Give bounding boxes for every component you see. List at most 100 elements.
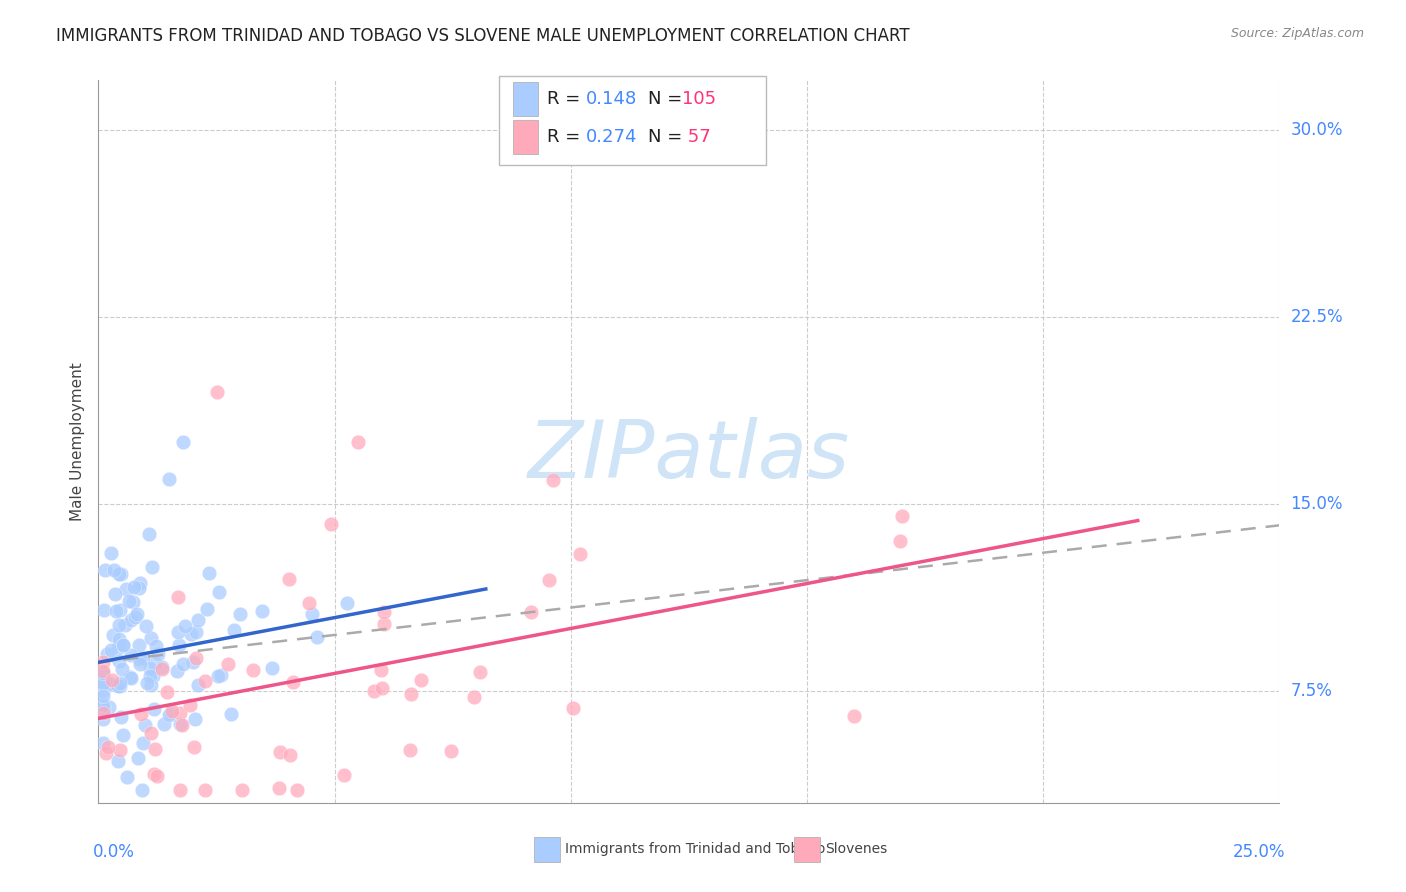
Point [283, 674, 305, 689]
Point [160, 704, 183, 718]
Point [91, 676, 114, 690]
Y-axis label: Male Unemployment: Male Unemployment [69, 362, 84, 521]
Point [103, 563, 125, 577]
Point [138, 527, 160, 541]
Point [91, 706, 114, 720]
Point [169, 783, 191, 797]
Point [139, 632, 162, 646]
Point [209, 668, 232, 682]
Text: 0.148: 0.148 [586, 90, 637, 108]
Point [110, 603, 132, 617]
Point [91, 698, 114, 712]
Point [305, 630, 328, 644]
Point [91, 655, 114, 669]
Text: 25.0%: 25.0% [1233, 843, 1285, 861]
Text: Slovenes: Slovenes [825, 842, 887, 856]
Point [91, 668, 114, 682]
Text: 0.274: 0.274 [586, 128, 638, 146]
Point [100, 546, 122, 560]
Point [169, 706, 191, 720]
Point [347, 434, 370, 449]
Text: ZIPatlas: ZIPatlas [527, 417, 851, 495]
Point [267, 780, 290, 795]
Text: 57: 57 [682, 128, 710, 146]
Text: N =: N = [648, 90, 682, 108]
Point [132, 736, 155, 750]
Point [183, 655, 205, 669]
Point [172, 657, 194, 671]
Text: 105: 105 [682, 90, 716, 108]
Point [219, 707, 242, 722]
Point [250, 604, 273, 618]
Point [193, 673, 215, 688]
Point [373, 617, 395, 632]
Point [104, 586, 127, 600]
Point [91, 664, 114, 678]
Point [167, 624, 190, 639]
Point [269, 745, 291, 759]
Point [91, 684, 114, 698]
Point [115, 582, 138, 596]
Point [262, 661, 284, 675]
Point [150, 660, 173, 674]
Point [150, 662, 173, 676]
Point [844, 708, 866, 723]
Point [184, 651, 207, 665]
Point [122, 595, 145, 609]
Point [111, 638, 134, 652]
Point [183, 740, 205, 755]
Point [399, 743, 422, 757]
Point [101, 673, 124, 687]
Text: R =: R = [547, 128, 586, 146]
Point [319, 517, 342, 532]
Text: R =: R = [547, 90, 586, 108]
Point [568, 547, 591, 561]
Point [371, 681, 394, 696]
Point [142, 767, 165, 781]
Text: 7.5%: 7.5% [1291, 681, 1333, 699]
Point [124, 610, 146, 624]
Point [167, 591, 190, 605]
Point [166, 664, 188, 678]
Point [538, 573, 561, 587]
Point [136, 676, 159, 690]
Point [180, 627, 202, 641]
Point [370, 663, 392, 677]
Point [157, 472, 180, 486]
Point [91, 665, 114, 680]
Point [373, 605, 395, 619]
Point [129, 576, 152, 591]
Point [118, 594, 141, 608]
Point [115, 770, 138, 784]
Point [97, 677, 120, 691]
Point [93, 702, 115, 716]
Point [128, 581, 150, 595]
Point [146, 647, 169, 661]
Text: Source: ZipAtlas.com: Source: ZipAtlas.com [1230, 27, 1364, 40]
Point [145, 639, 167, 653]
Point [91, 690, 114, 704]
Point [229, 607, 252, 621]
Point [127, 751, 149, 765]
Point [336, 597, 359, 611]
Point [143, 702, 166, 716]
Point [207, 584, 229, 599]
Point [107, 754, 129, 768]
Point [107, 680, 129, 694]
Point [184, 713, 207, 727]
Point [543, 473, 565, 487]
Point [889, 533, 911, 548]
Point [197, 566, 219, 580]
Point [108, 743, 131, 757]
Point [104, 604, 127, 618]
Point [131, 783, 153, 797]
Point [411, 673, 433, 687]
Point [562, 700, 585, 714]
Point [231, 783, 253, 797]
Point [107, 640, 129, 655]
Point [107, 617, 129, 632]
Point [142, 669, 165, 683]
Point [120, 671, 142, 685]
Text: 0.0%: 0.0% [93, 843, 135, 861]
Point [121, 648, 143, 663]
